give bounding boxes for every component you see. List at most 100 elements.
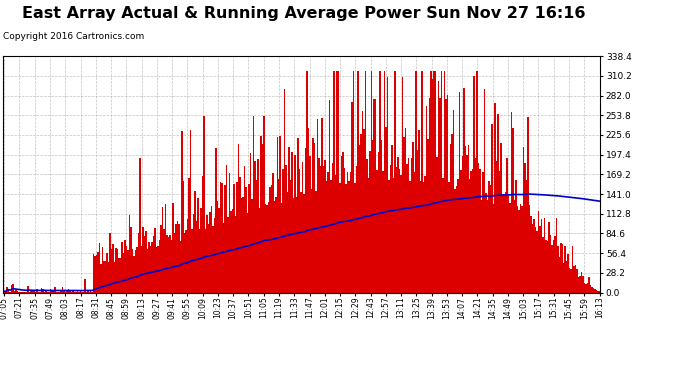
Bar: [582, 276, 584, 292]
Bar: [8, 289, 10, 292]
Bar: [208, 224, 209, 292]
Bar: [405, 128, 406, 292]
Bar: [224, 185, 226, 292]
Bar: [439, 98, 441, 292]
Bar: [512, 128, 514, 292]
Bar: [402, 77, 404, 292]
Bar: [165, 204, 166, 292]
Bar: [357, 71, 359, 292]
Bar: [186, 230, 187, 292]
Bar: [117, 249, 119, 292]
Bar: [217, 201, 218, 292]
Bar: [337, 71, 339, 292]
Bar: [313, 138, 314, 292]
Bar: [199, 229, 200, 292]
Bar: [393, 178, 395, 292]
Bar: [571, 268, 572, 292]
Bar: [77, 291, 78, 292]
Bar: [193, 214, 195, 292]
Bar: [37, 288, 38, 292]
Bar: [580, 276, 581, 292]
Bar: [187, 219, 188, 292]
Bar: [195, 191, 196, 292]
Bar: [473, 76, 475, 292]
Bar: [489, 182, 490, 292]
Bar: [451, 134, 453, 292]
Bar: [215, 148, 217, 292]
Bar: [233, 184, 235, 292]
Bar: [63, 291, 65, 292]
Bar: [562, 244, 563, 292]
Bar: [290, 180, 291, 292]
Bar: [545, 240, 546, 292]
Bar: [302, 162, 304, 292]
Bar: [399, 168, 400, 292]
Bar: [572, 246, 573, 292]
Bar: [520, 204, 521, 292]
Bar: [108, 262, 110, 292]
Bar: [445, 99, 446, 292]
Bar: [454, 189, 455, 292]
Bar: [487, 200, 489, 292]
Bar: [323, 166, 324, 292]
Bar: [254, 161, 255, 292]
Bar: [24, 291, 26, 292]
Bar: [322, 118, 323, 292]
Bar: [355, 166, 357, 292]
Bar: [427, 139, 428, 292]
Bar: [351, 102, 353, 292]
Bar: [529, 205, 530, 292]
Bar: [591, 287, 593, 292]
Bar: [511, 111, 512, 292]
Bar: [246, 213, 248, 292]
Bar: [363, 129, 364, 292]
Bar: [331, 180, 332, 292]
Bar: [11, 285, 12, 292]
Bar: [581, 272, 582, 292]
Bar: [341, 156, 342, 292]
Bar: [515, 180, 517, 292]
Bar: [172, 203, 174, 292]
Bar: [468, 145, 469, 292]
Bar: [464, 146, 466, 292]
Bar: [426, 106, 427, 292]
Bar: [428, 98, 430, 292]
Bar: [354, 183, 355, 292]
Bar: [567, 254, 569, 292]
Bar: [144, 236, 145, 292]
Bar: [314, 143, 315, 292]
Bar: [200, 208, 202, 292]
Bar: [161, 207, 163, 292]
Bar: [28, 286, 29, 292]
Bar: [30, 291, 32, 292]
Bar: [150, 246, 151, 292]
Bar: [204, 116, 205, 292]
Bar: [382, 171, 384, 292]
Bar: [309, 156, 310, 292]
Bar: [169, 235, 170, 292]
Bar: [457, 178, 459, 292]
Bar: [444, 71, 445, 292]
Bar: [503, 194, 505, 292]
Bar: [139, 158, 141, 292]
Bar: [350, 172, 351, 292]
Bar: [223, 223, 224, 292]
Bar: [593, 288, 594, 292]
Bar: [404, 136, 405, 292]
Bar: [413, 142, 414, 292]
Bar: [462, 156, 463, 292]
Bar: [266, 206, 268, 292]
Bar: [14, 291, 15, 292]
Bar: [505, 192, 506, 292]
Bar: [97, 252, 99, 292]
Bar: [145, 231, 147, 292]
Bar: [244, 165, 245, 292]
Bar: [448, 182, 450, 292]
Bar: [421, 71, 423, 292]
Bar: [540, 219, 542, 292]
Bar: [432, 80, 433, 292]
Bar: [435, 71, 436, 292]
Bar: [555, 218, 557, 292]
Bar: [587, 284, 589, 292]
Bar: [548, 222, 549, 292]
